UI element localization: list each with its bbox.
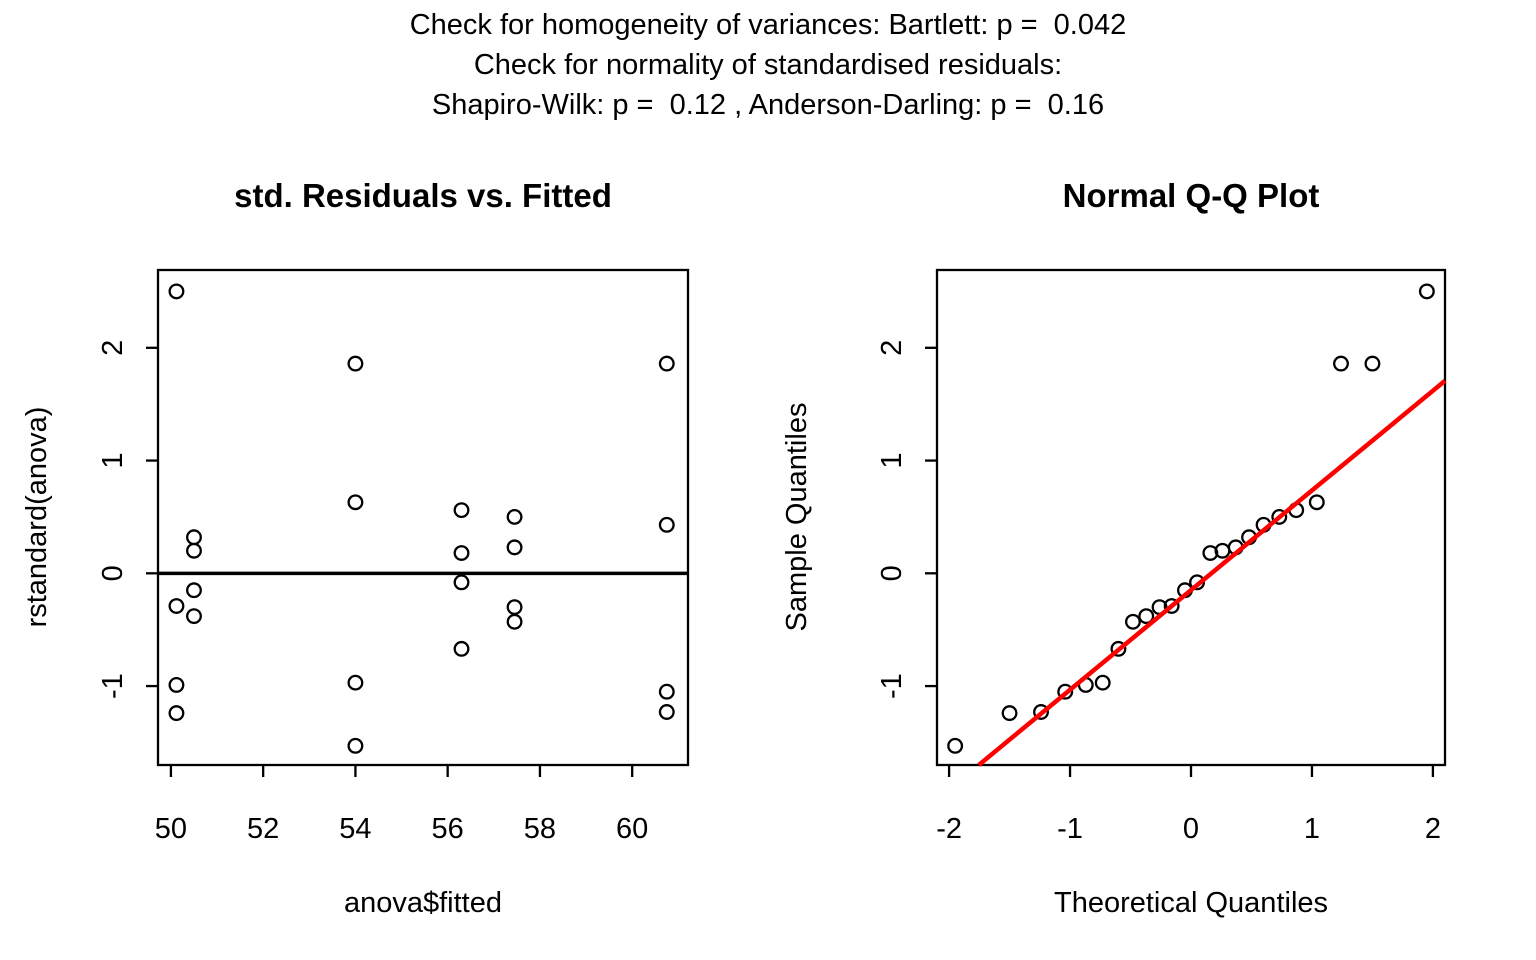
x-tick-label: 50 xyxy=(155,813,187,845)
data-point xyxy=(186,529,202,546)
data-point xyxy=(453,545,470,561)
data-point xyxy=(186,542,202,559)
right-plot-data-layer: -2 -1 0 1 2 -1 0 1 2 xyxy=(876,283,1447,845)
data-point xyxy=(1110,640,1127,657)
data-point xyxy=(453,640,470,657)
data-point xyxy=(347,355,364,372)
x-tick-label: 1 xyxy=(1304,813,1320,845)
data-point xyxy=(1001,705,1018,722)
right-plot-box xyxy=(935,268,1447,767)
data-point xyxy=(506,613,523,630)
residuals-vs-fitted-plot: std. Residuals vs. Fitted 50 52 54 56 58 60 -1… xyxy=(21,177,690,919)
data-point xyxy=(1163,598,1180,614)
data-point xyxy=(347,494,364,511)
right-plot-title: Normal Q-Q Plot xyxy=(1063,177,1320,214)
data-point xyxy=(1094,674,1111,691)
data-point xyxy=(506,539,523,556)
data-point xyxy=(658,683,675,700)
data-point xyxy=(1271,508,1288,525)
header-line-normality: Check for normality of standardised resi… xyxy=(473,49,1063,81)
data-point xyxy=(1057,683,1074,700)
left-x-axis-label: anova$fitted xyxy=(344,887,502,919)
left-plot-data-layer: 50 52 54 56 58 60 -1 0 1 2 xyxy=(97,283,688,845)
data-point xyxy=(347,674,364,691)
data-point xyxy=(347,737,364,754)
x-tick-label: 58 xyxy=(524,813,556,845)
data-point xyxy=(658,355,675,372)
data-point xyxy=(1138,608,1155,625)
right-y-axis-label: Sample Quantiles xyxy=(781,403,813,632)
data-point xyxy=(1033,704,1049,720)
data-point xyxy=(168,598,185,614)
x-tick-label: 54 xyxy=(339,813,371,845)
qq-line xyxy=(977,379,1447,767)
header-line-bartlett: Check for homogeneity of variances: Bart… xyxy=(409,9,1127,41)
normal-qq-plot: Normal Q-Q Plot -2 -1 0 1 2 -1 0 1 2 Theoretical… xyxy=(781,177,1447,919)
data-point xyxy=(168,705,185,722)
y-tick-label: -1 xyxy=(876,673,908,699)
data-point xyxy=(947,737,964,754)
data-point xyxy=(506,508,523,525)
data-point xyxy=(1364,355,1381,372)
left-plot-box xyxy=(156,268,690,767)
x-tick-label: 52 xyxy=(247,813,279,845)
data-point xyxy=(168,283,185,300)
data-point xyxy=(186,582,202,599)
data-point xyxy=(186,608,202,625)
x-tick-label: -1 xyxy=(1057,813,1083,845)
data-point xyxy=(506,599,523,616)
data-point xyxy=(658,704,675,720)
left-y-axis-label: rstandard(anova) xyxy=(21,407,53,628)
left-plot-title: std. Residuals vs. Fitted xyxy=(234,177,612,214)
x-tick-label: 56 xyxy=(432,813,464,845)
y-tick-label: 1 xyxy=(97,452,129,468)
data-point xyxy=(1308,494,1325,511)
y-tick-label: -1 xyxy=(97,673,129,699)
y-tick-label: 2 xyxy=(876,340,908,356)
data-point xyxy=(658,516,675,533)
data-point xyxy=(1124,613,1141,630)
data-point xyxy=(453,574,470,591)
y-tick-label: 2 xyxy=(97,340,129,356)
x-tick-label: -2 xyxy=(936,813,962,845)
diagnostics-header: Check for homogeneity of variances: Bart… xyxy=(0,5,1536,125)
x-tick-label: 2 xyxy=(1425,813,1441,845)
header-line-shapiro-anderson: Shapiro-Wilk: p = 0.12 , Anderson-Darlin… xyxy=(431,89,1105,121)
y-tick-label: 0 xyxy=(97,565,129,581)
x-tick-label: 60 xyxy=(616,813,648,845)
data-point xyxy=(168,676,185,693)
y-tick-label: 0 xyxy=(876,565,908,581)
right-x-axis-label: Theoretical Quantiles xyxy=(1054,887,1328,919)
data-point xyxy=(1333,355,1349,372)
y-tick-label: 1 xyxy=(876,452,908,468)
x-tick-label: 0 xyxy=(1183,813,1199,845)
data-point xyxy=(453,502,470,519)
data-point xyxy=(1418,283,1435,300)
